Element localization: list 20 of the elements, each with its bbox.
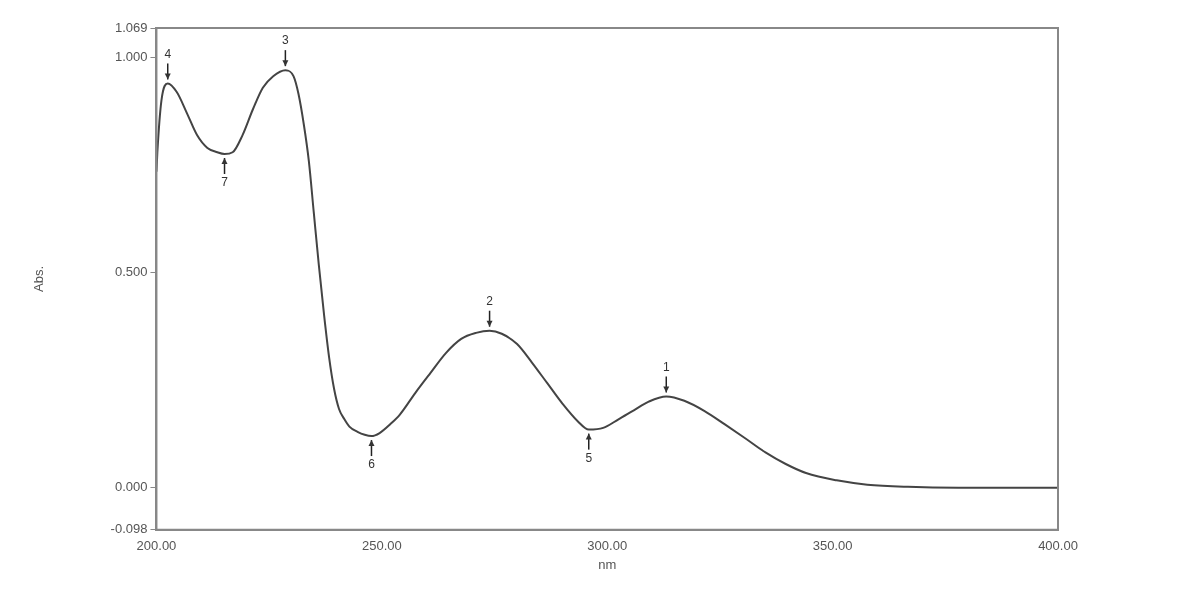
- annotation: 3: [282, 33, 290, 48]
- x-tick-label: 400.00: [1038, 538, 1078, 554]
- y-tick-label: 1.000: [114, 49, 148, 65]
- x-tick-label: 250.00: [361, 538, 402, 554]
- annotation: 6: [368, 457, 376, 472]
- annotation: 1: [662, 359, 670, 374]
- annotation: 4: [164, 46, 172, 61]
- annotation: 7: [221, 175, 229, 190]
- y-axis-title: Abs.: [31, 265, 47, 292]
- annotation: 2: [486, 294, 494, 309]
- x-tick-label: 200.00: [136, 538, 177, 554]
- x-tick-label: 300.00: [587, 538, 628, 554]
- y-tick-label: -0.098: [110, 521, 148, 537]
- annotation: 5: [585, 450, 593, 465]
- x-tick-label: 350.00: [812, 538, 853, 554]
- y-tick-label: 0.500: [114, 264, 148, 280]
- y-tick-label: 1.069: [114, 19, 148, 35]
- x-axis-title: nm: [598, 556, 617, 572]
- line-series: [156, 69, 1058, 489]
- y-tick-label: 0.000: [114, 479, 148, 495]
